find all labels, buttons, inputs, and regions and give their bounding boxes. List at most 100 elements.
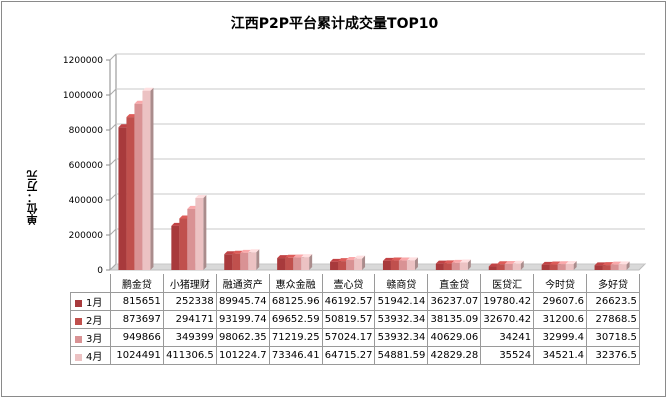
bar-top [406, 257, 418, 261]
data-label: 27868.5 [586, 310, 640, 329]
data-label: 89945.74 [215, 292, 270, 311]
bar [195, 198, 204, 270]
bar [171, 225, 180, 270]
bar-top [618, 261, 630, 265]
y-tick-label: 1200000 [63, 56, 103, 66]
bar-top [459, 259, 471, 263]
data-label: 349399 [162, 328, 217, 347]
bar-side [626, 261, 630, 270]
bar [240, 252, 249, 270]
category-label: 医贷汇 [480, 274, 535, 293]
bar-top [390, 257, 402, 261]
series-row: 1月 815651 252338 89945.74 68125.96 46192.57 51… [70, 292, 640, 311]
legend-key [75, 336, 82, 343]
category-header-row: 鹏金贷 小猪理财 融通资产 惠众金融 壹心贷 赣商贷 直金贷 医贷汇 今时贷 多好贷 [71, 274, 640, 293]
bar-top [398, 257, 410, 261]
data-label: 949866 [110, 328, 164, 347]
grid-diag [109, 53, 117, 61]
data-label: 93199.74 [215, 310, 270, 329]
bar-top [443, 260, 455, 264]
data-label: 294171 [162, 310, 217, 329]
bar-top [541, 261, 553, 265]
series-row: 4月 1024491 411306.5 101224.7 73346.41 64715.2… [70, 346, 640, 365]
data-label: 57024.17 [321, 328, 376, 347]
bar-top [435, 260, 447, 264]
data-label: 873697 [110, 310, 164, 329]
bar [541, 264, 550, 270]
bar-top [602, 262, 614, 266]
bar [602, 265, 611, 270]
bar-side [150, 87, 154, 270]
bar-top [610, 261, 622, 265]
series-name: 2月 [86, 316, 103, 327]
category-label: 融通资产 [215, 274, 270, 293]
bar [301, 257, 310, 270]
bar-side [256, 249, 260, 270]
bar [346, 260, 355, 270]
bar-top [301, 254, 313, 258]
category-label: 直金贷 [427, 274, 482, 293]
data-label: 68125.96 [268, 292, 323, 311]
bar [398, 260, 407, 270]
data-label: 34521.4 [533, 346, 588, 365]
bar-side [520, 260, 524, 270]
bar [354, 258, 363, 270]
y-tick-label: 800000 [69, 126, 104, 136]
bar [512, 263, 521, 270]
data-label: 51942.14 [374, 292, 429, 311]
bar [285, 257, 294, 270]
data-label: 252338 [162, 292, 217, 311]
data-label: 29607.6 [533, 292, 588, 311]
category-label: 惠众金融 [268, 274, 323, 293]
data-label: 53932.34 [374, 328, 429, 347]
bar [118, 127, 127, 270]
data-label: 53932.34 [374, 310, 429, 329]
bar-top [277, 255, 289, 259]
data-label: 64715.27 [321, 346, 376, 365]
data-label: 31200.6 [533, 310, 588, 329]
data-label: 40629.06 [427, 328, 482, 347]
y-tick-label: 400000 [69, 196, 104, 206]
series-legend-cell: 1月 [70, 292, 111, 311]
series-name: 3月 [86, 334, 103, 345]
data-label: 32999.4 [533, 328, 588, 347]
series-legend-cell: 4月 [70, 346, 111, 365]
bar [293, 257, 302, 270]
bar [565, 263, 574, 270]
series-row: 2月 873697 294171 93199.74 69652.59 50819.57 53… [70, 310, 640, 329]
bar [549, 264, 558, 270]
bar [134, 103, 143, 270]
category-label: 赣商贷 [374, 274, 429, 293]
data-label: 69652.59 [268, 310, 323, 329]
chart-title: 江西P2P平台累计成交量TOP10 [230, 16, 439, 32]
bar [488, 266, 497, 270]
bar-side [203, 195, 207, 270]
bar [594, 265, 603, 270]
data-label: 26623.5 [586, 292, 640, 311]
bar [451, 262, 460, 270]
data-label: 54881.59 [374, 346, 429, 365]
data-label: 1024491 [110, 346, 164, 365]
category-label: 小猪理财 [162, 274, 217, 293]
data-label: 71219.25 [268, 328, 323, 347]
data-label: 36237.07 [427, 292, 482, 311]
data-label: 46192.57 [321, 292, 376, 311]
bar-top [382, 257, 394, 261]
grid-diag [109, 123, 117, 131]
bar [443, 263, 452, 270]
legend-key [75, 354, 82, 361]
bar-top [248, 249, 260, 253]
data-label: 42829.28 [427, 346, 482, 365]
bar-top [504, 261, 516, 265]
y-tick-label: 600000 [69, 161, 104, 171]
bar-top [354, 255, 366, 259]
bar-side [467, 259, 471, 270]
legend-key [75, 300, 82, 307]
category-label: 多好贷 [586, 274, 640, 293]
bar-top [496, 261, 508, 265]
data-label: 50819.57 [321, 310, 376, 329]
y-tick-label: 0 [97, 266, 103, 276]
data-label: 30718.5 [586, 328, 640, 347]
bar-top [549, 261, 561, 265]
